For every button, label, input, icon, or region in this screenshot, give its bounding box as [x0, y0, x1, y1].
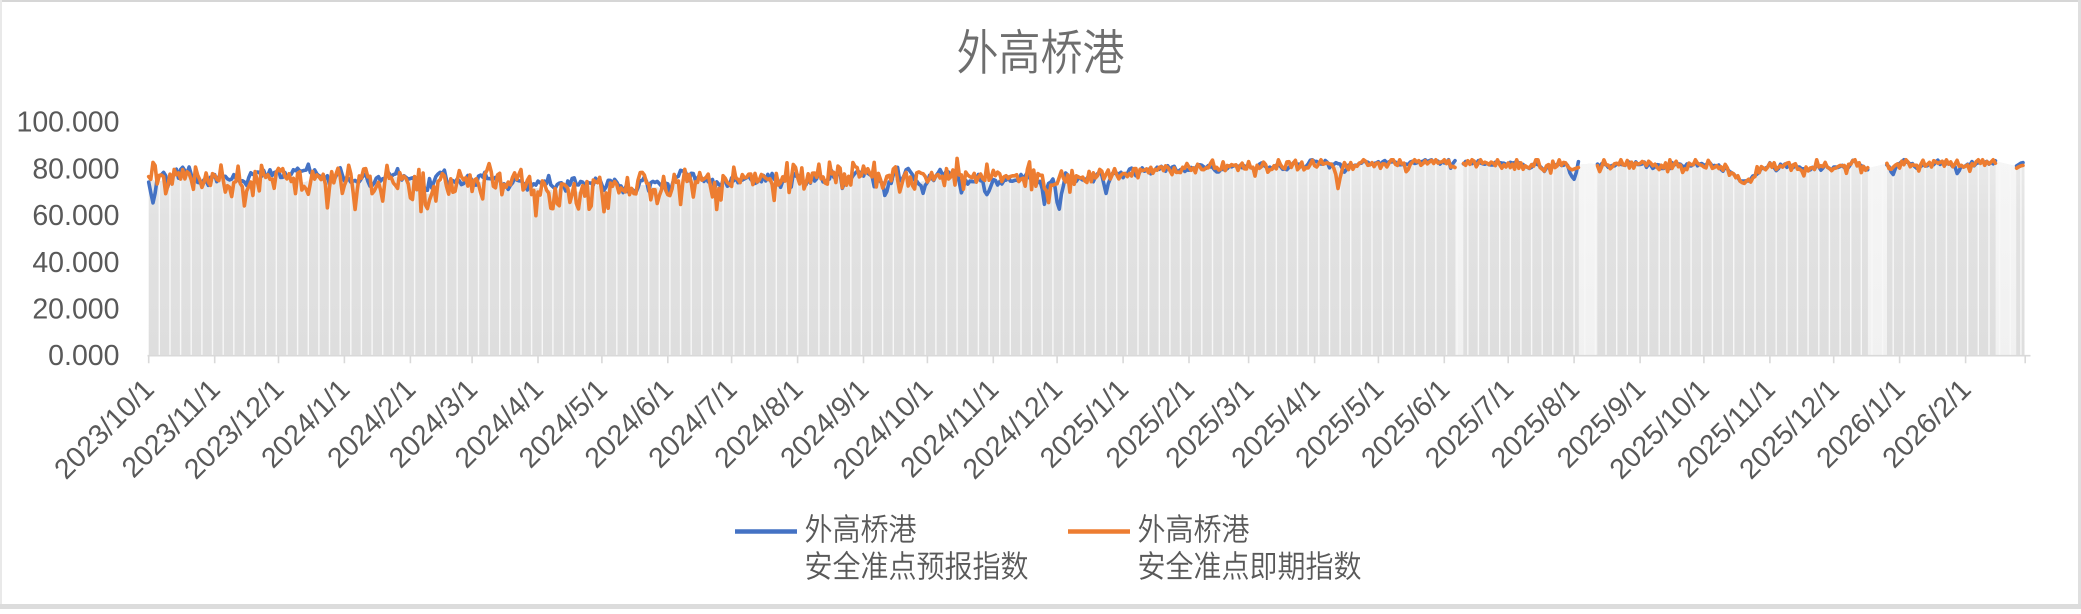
svg-text:60.000: 60.000	[32, 200, 119, 232]
svg-text:0.000: 0.000	[48, 340, 119, 372]
svg-text:100.000: 100.000	[16, 107, 119, 139]
svg-text:20.000: 20.000	[32, 294, 119, 326]
svg-text:80.000: 80.000	[32, 153, 119, 185]
svg-text:40.000: 40.000	[32, 247, 119, 279]
